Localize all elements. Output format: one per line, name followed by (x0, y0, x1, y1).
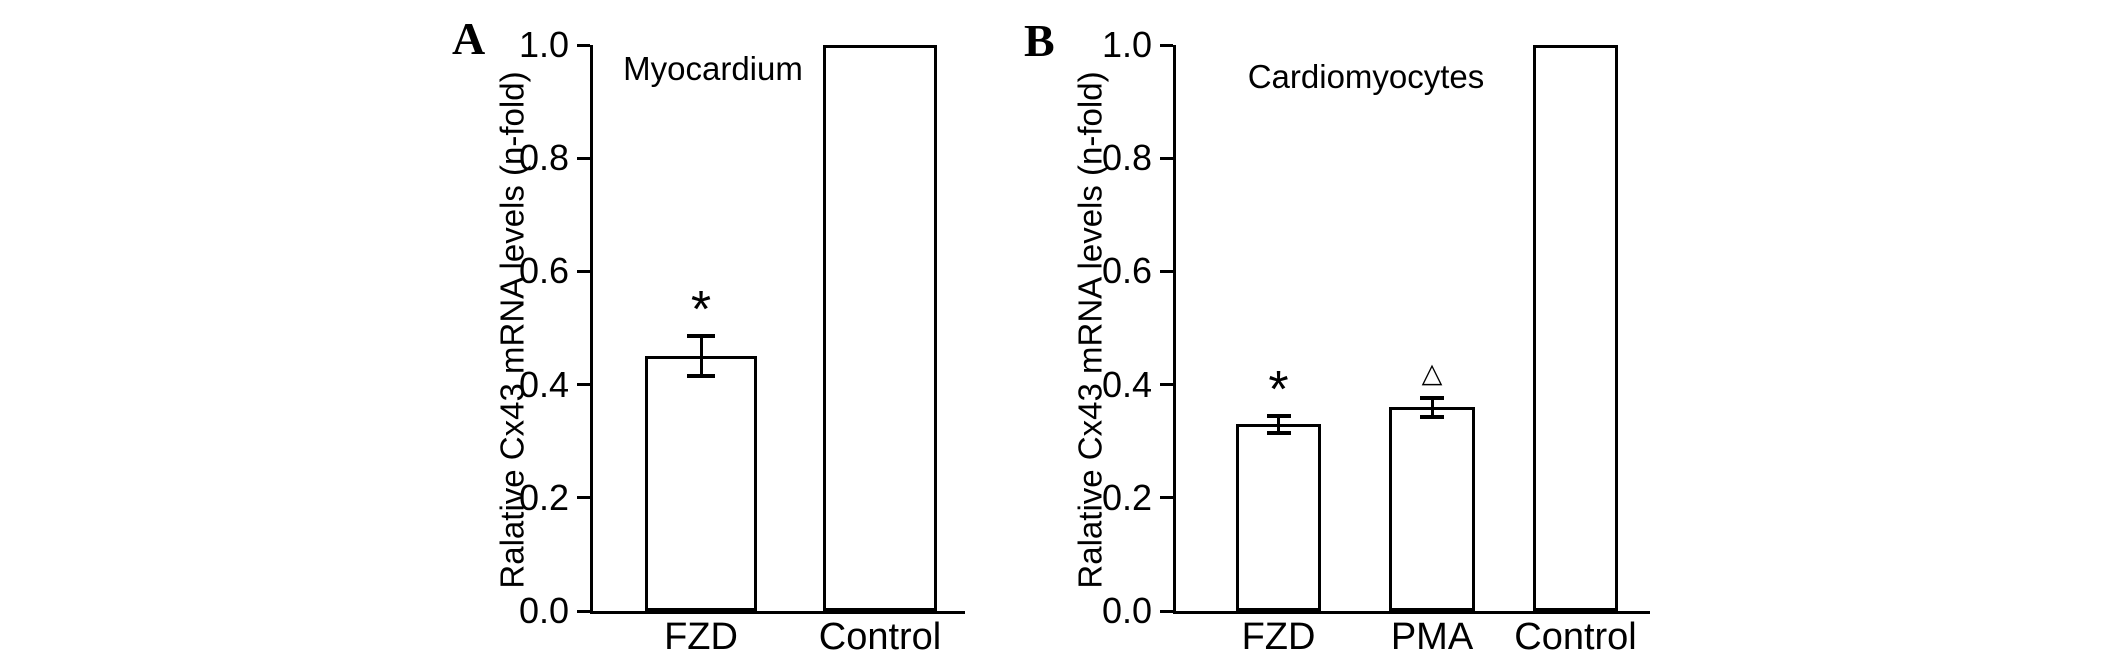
bar-control (823, 45, 937, 611)
y-tick-mark (577, 496, 590, 500)
x-axis-line (590, 611, 965, 614)
plot-title: Myocardium (623, 50, 803, 87)
plot-title: Cardiomyocytes (1247, 58, 1485, 95)
y-tick-label: 0.8 (518, 137, 569, 179)
y-tick-label: 0.4 (518, 363, 569, 405)
y-tick-label: 0.2 (518, 476, 569, 518)
bar-fzd (1236, 424, 1321, 611)
significance-marker: * (1268, 360, 1289, 419)
y-tick-mark (1160, 269, 1173, 273)
error-bar-stem (1430, 397, 1434, 417)
y-tick-mark (1160, 156, 1173, 160)
y-tick-label: 0.2 (1101, 476, 1152, 518)
error-bar-cap-bottom (687, 374, 715, 379)
x-category-label: PMA (1390, 616, 1474, 652)
y-axis-line (1173, 45, 1176, 614)
error-bar-cap-bottom (1266, 430, 1291, 435)
y-tick-mark (577, 609, 590, 613)
x-category-label: Control (1514, 616, 1637, 652)
y-tick-mark (1160, 496, 1173, 500)
y-tick-mark (1160, 383, 1173, 387)
y-tick-label: 1.0 (518, 24, 569, 65)
bar-control (1533, 45, 1618, 611)
y-tick-mark (577, 156, 590, 160)
y-axis-line (590, 45, 593, 614)
x-category-label: Control (818, 616, 942, 652)
error-bar-cap-bottom (1420, 414, 1444, 419)
y-tick-mark (577, 383, 590, 387)
panel-letter-b: B (1024, 15, 1055, 66)
y-tick-label: 0.0 (1101, 590, 1152, 631)
y-tick-label: 0.6 (1101, 250, 1152, 292)
y-tick-mark (577, 269, 590, 273)
error-bar-cap-top (1420, 395, 1444, 400)
significance-marker: * (690, 281, 712, 340)
y-tick-label: 0.0 (518, 590, 569, 631)
error-bar-cap-top (687, 334, 715, 339)
significance-marker: △ (1421, 357, 1443, 388)
y-tick-label: 0.6 (518, 250, 569, 292)
bar-fzd (645, 356, 757, 611)
y-tick-mark (1160, 609, 1173, 613)
error-bar-stem (1277, 415, 1280, 433)
x-category-label: FZD (664, 616, 738, 652)
y-tick-label: 0.8 (1101, 137, 1152, 179)
bar-pma (1389, 407, 1475, 611)
y-tick-label: 1.0 (1101, 24, 1152, 65)
y-tick-mark (577, 43, 590, 47)
y-tick-label: 0.4 (1101, 363, 1152, 405)
x-category-label: FZD (1241, 616, 1316, 652)
x-axis-line (1173, 611, 1650, 614)
y-tick-mark (1160, 43, 1173, 47)
error-bar-stem (699, 336, 703, 377)
error-bar-cap-top (1266, 413, 1291, 418)
panel-letter-a: A (452, 13, 486, 64)
